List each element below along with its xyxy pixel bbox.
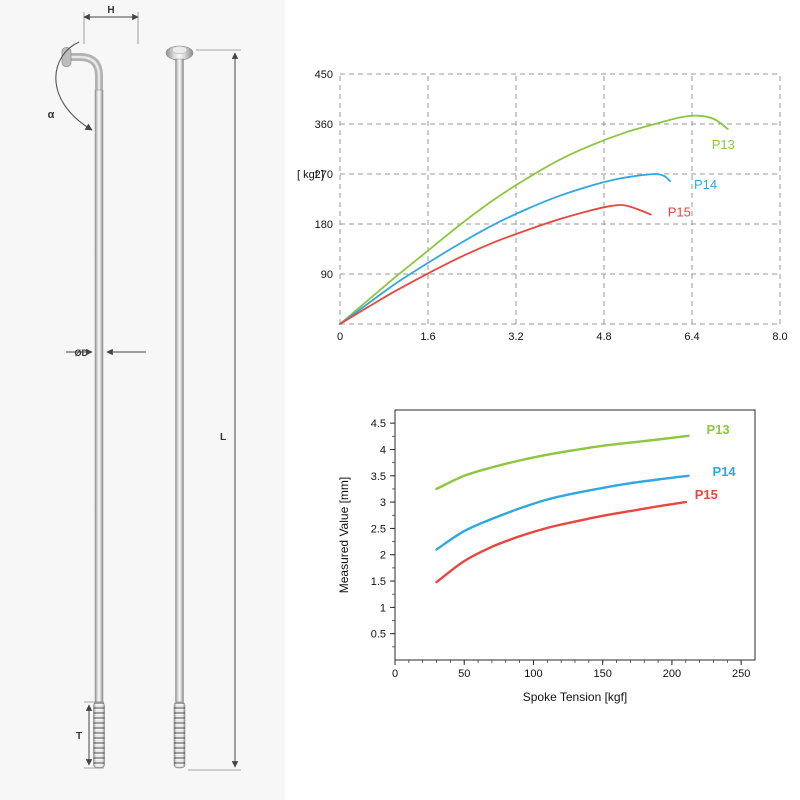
jbend-spoke-elbow-highlight [71, 55, 101, 92]
dim-l-label: L [220, 432, 226, 443]
measured-value-chart-svg: P13 P14 P15 0 50 100 150 200 250 0.5 1 1.5 2 2.5 3 3.5 4… [337, 409, 756, 704]
y-tick-label: 450 [315, 69, 333, 81]
dim-t-label: T [76, 731, 82, 742]
y-tick-label: 2.5 [371, 523, 386, 535]
y-tick-label: 3 [380, 497, 386, 509]
x-tick-label: 0 [337, 331, 343, 343]
straight-spoke-thread-shading [174, 702, 185, 768]
y-tick-label: 4.5 [371, 418, 386, 430]
dim-thread-length: T [76, 701, 104, 769]
y-axis-title: [ kgf ] [297, 169, 324, 181]
straight-spoke-head-top [171, 45, 188, 55]
series-label-p15: P15 [695, 487, 718, 502]
dim-length: L [188, 49, 241, 771]
dim-h-label: H [107, 5, 114, 16]
dim-alpha-arc [55, 41, 93, 131]
series-line-p15 [339, 204, 652, 325]
x-tick-label: 50 [458, 668, 470, 680]
x-tick-label: 8.0 [772, 331, 787, 343]
series-label-p14: P14 [713, 464, 737, 479]
x-tick-label: 0 [392, 668, 398, 680]
series-label-p13: P13 [707, 422, 730, 437]
series-line-p14 [435, 474, 690, 551]
y-tick-label: 270 [315, 169, 333, 181]
straight-spoke-shaft [175, 58, 184, 703]
y-axis-title: Measured Value [mm] [337, 477, 351, 594]
jbend-spoke-thread-shading [93, 702, 105, 768]
spoke-diagram: H α ØD L [0, 0, 285, 800]
spoke-diagram-panel: H α ØD L [0, 0, 290, 800]
tension-curve-chart: P13 P14 P15 0 1.6 3.2 4.8 6.4 8.0 90 180 270 360 450 [… [295, 52, 790, 367]
jbend-spoke-shaft [94, 89, 104, 703]
y-tick-label: 4 [380, 444, 386, 456]
y-tick-label: 3.5 [371, 471, 386, 483]
y-tick-label: 0.5 [371, 629, 386, 641]
y-tick-label: 360 [315, 119, 333, 131]
x-tick-label: 100 [524, 668, 542, 680]
dim-head-height: H [83, 5, 139, 44]
diagram-background [0, 0, 285, 800]
dim-alpha-label: α [48, 109, 55, 121]
series-label-p15: P15 [668, 205, 691, 220]
series-line-p15 [435, 500, 687, 584]
x-tick-label: 6.4 [684, 331, 699, 343]
y-tick-label: 1 [380, 602, 386, 614]
x-axis-title: Spoke Tension [kgf] [523, 690, 628, 704]
y-tick-label: 90 [321, 269, 333, 281]
y-tick-label: 1.5 [371, 576, 386, 588]
y-tick-label: 2 [380, 550, 386, 562]
dim-diameter: ØD [66, 348, 146, 358]
dim-bend-angle: α [48, 41, 93, 131]
dim-diameter-label: ØD [75, 348, 89, 358]
x-tick-label: 1.6 [420, 331, 435, 343]
x-tick-label: 200 [663, 668, 681, 680]
y-tick-label: 180 [315, 219, 333, 231]
series-line-p14 [339, 173, 671, 325]
x-tick-label: 4.8 [596, 331, 611, 343]
x-tick-label: 3.2 [508, 331, 523, 343]
x-tick-label: 250 [732, 668, 750, 680]
series-line-p13 [339, 114, 729, 325]
measured-value-chart: P13 P14 P15 0 50 100 150 200 250 0.5 1 1.5 2 2.5 3 3.5 4… [330, 396, 790, 726]
series-label-p13: P13 [712, 137, 735, 152]
series-line-p13 [435, 434, 690, 491]
series-label-p14: P14 [694, 177, 717, 192]
x-tick-label: 150 [594, 668, 612, 680]
plot-border [394, 409, 756, 661]
